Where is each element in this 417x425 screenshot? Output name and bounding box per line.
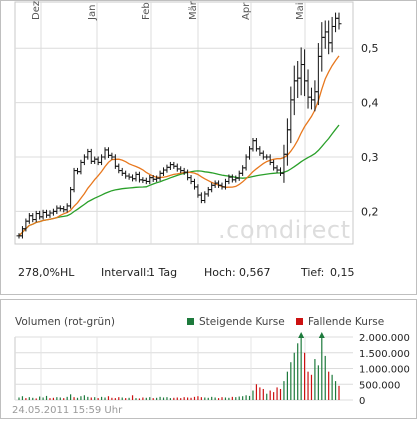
volume-chart-panel: 2.000.000 1.500.000 1.000.000 500.000 0 Volu…	[0, 299, 417, 419]
volume-y-tick-label: 1.500.000	[359, 349, 410, 360]
volume-y-tick-label: 500.000	[359, 380, 400, 391]
y-tick-label: 0,3	[361, 151, 379, 164]
interval-label: Intervall:	[101, 266, 150, 279]
timestamp: 24.05.2011 15:59 Uhr	[12, 405, 123, 416]
legend-rising: Steigende Kurse	[187, 316, 285, 328]
x-tick-label: Feb	[141, 2, 152, 20]
plot-area	[14, 1, 354, 245]
volume-y-tick-label: 0	[359, 396, 365, 407]
ma-green-line	[18, 124, 340, 237]
x-tick-label: Mai	[295, 2, 306, 20]
x-tick-label: Jan	[87, 5, 98, 21]
y-tick-label: 0,5	[361, 42, 379, 55]
low-label: Tief:	[301, 266, 325, 279]
volume-y-tick-label: 2.000.000	[359, 333, 410, 344]
y-tick-label: 0,4	[361, 97, 379, 110]
legend-falling-label: Fallende Kurse	[308, 316, 385, 328]
y-tick-label: 0,2	[361, 205, 379, 218]
performance-value: 278,0%HL	[18, 266, 75, 279]
legend-falling-swatch	[296, 318, 303, 325]
volume-y-tick-label: 1.000.000	[359, 365, 410, 376]
watermark: .comdirect	[218, 216, 351, 244]
ma-orange-line	[18, 55, 340, 237]
legend-rising-swatch	[187, 318, 194, 325]
volume-overflow-arrow	[298, 332, 305, 338]
volume-title: Volumen (rot-grün)	[15, 316, 115, 328]
x-tick-label: Dez	[31, 1, 42, 20]
volume-chart: 2.000.000 1.500.000 1.000.000 500.000 0	[14, 332, 410, 407]
price-chart-panel: 0,5 0,4 0,3 0,2 Dez Jan Feb Mär Apr Mai .comdirect…	[0, 0, 417, 295]
x-tick-label: Mär	[188, 1, 199, 20]
high-value: 0,567	[239, 266, 271, 279]
price-chart: 0,5 0,4 0,3 0,2 Dez Jan Feb Mär Apr Mai .comdirect	[14, 1, 379, 245]
volume-overflow-arrow	[318, 332, 325, 338]
interval-value: 1 Tag	[148, 266, 178, 279]
low-value: 0,15	[330, 266, 355, 279]
legend-falling: Fallende Kurse	[296, 316, 384, 328]
high-label: Hoch:	[204, 266, 236, 279]
legend-rising-label: Steigende Kurse	[199, 316, 285, 328]
x-tick-label: Apr	[241, 2, 252, 20]
